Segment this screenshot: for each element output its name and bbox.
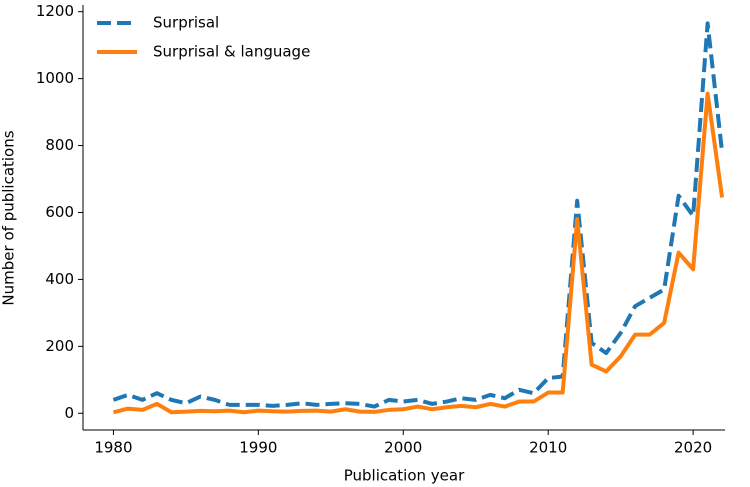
y-tick-label: 800 <box>45 136 74 154</box>
series-line <box>112 21 725 409</box>
legend-label: Surprisal <box>153 14 219 32</box>
y-tick-label: 1000 <box>36 69 74 87</box>
x-tick-label: 1980 <box>94 439 132 457</box>
y-tick-label: 200 <box>45 337 74 355</box>
x-tick-label: 2000 <box>384 439 422 457</box>
legend-label: Surprisal & language <box>153 43 310 61</box>
x-tick-label: 1990 <box>239 439 277 457</box>
y-tick-label: 1200 <box>36 2 74 20</box>
y-tick-label: 0 <box>64 404 74 422</box>
series-line <box>112 91 725 415</box>
y-tick-label: 400 <box>45 270 74 288</box>
y-axis-label: Number of publications <box>0 130 18 305</box>
y-tick-label: 600 <box>45 203 74 221</box>
x-tick-label: 2020 <box>674 439 712 457</box>
x-tick-label: 2010 <box>529 439 567 457</box>
x-axis-label: Publication year <box>344 467 465 485</box>
